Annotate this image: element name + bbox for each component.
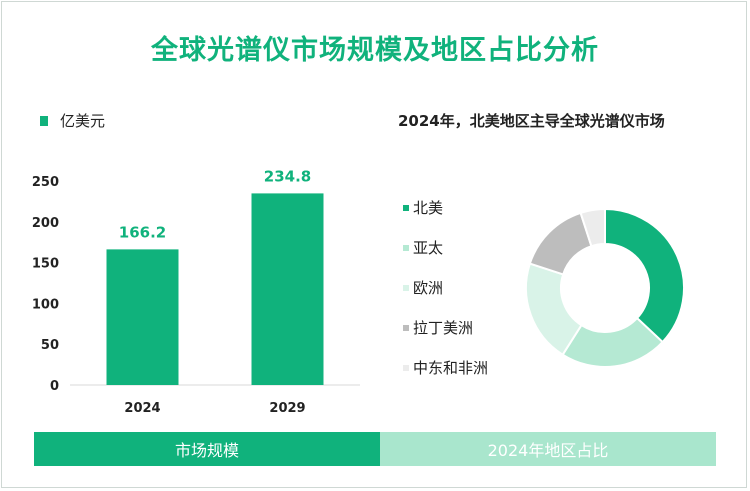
legend-item: 中东和非洲 — [403, 357, 488, 378]
legend-label: 欧洲 — [413, 279, 444, 297]
legend-item: 欧洲 — [403, 277, 443, 298]
legend-swatch — [403, 324, 409, 331]
unit-legend: 亿美元 — [40, 110, 105, 131]
legend-label: 亚太 — [413, 239, 444, 257]
footer-left-label: 市场规模 — [174, 441, 239, 460]
data-label-2024: 166.2 — [119, 223, 166, 241]
unit-label: 亿美元 — [60, 112, 106, 130]
data-label-2029: 234.8 — [264, 167, 311, 185]
legend-item: 北美 — [403, 197, 443, 218]
legend-item: 拉丁美洲 — [403, 317, 473, 338]
footer-right-label: 2024年地区占比 — [487, 441, 609, 460]
y-tick-label: 100 — [32, 297, 59, 312]
legend-swatch — [403, 204, 409, 211]
unit-swatch — [40, 115, 48, 126]
y-tick-label: 200 — [32, 216, 59, 231]
bar-2024 — [106, 249, 179, 385]
x-tick-label-2029: 2029 — [269, 401, 305, 416]
donut-slice-3 — [528, 211, 593, 276]
y-tick-label: 250 — [32, 175, 59, 190]
legend-swatch — [403, 364, 409, 371]
legend-label: 北美 — [413, 199, 444, 217]
donut-slice-4 — [579, 207, 606, 248]
bar-2029 — [251, 193, 324, 385]
y-tick-label: 150 — [32, 257, 59, 272]
pie-chart-title: 2024年，北美地区主导全球光谱仪市场 — [398, 112, 665, 130]
y-tick-label: 0 — [50, 379, 59, 394]
footer-tab-region-share: 2024年地区占比 — [380, 432, 716, 466]
legend-swatch — [403, 284, 409, 291]
legend-label: 拉丁美洲 — [413, 319, 474, 337]
footer-tab-market-size: 市场规模 — [34, 432, 380, 466]
page-title: 全球光谱仪市场规模及地区占比分析 — [151, 35, 599, 66]
y-tick-label: 50 — [41, 338, 59, 353]
legend-swatch — [403, 244, 409, 251]
donut-slice-0 — [604, 207, 685, 344]
legend-label: 中东和非洲 — [413, 359, 489, 377]
legend-item: 亚太 — [403, 237, 443, 258]
x-tick-label-2024: 2024 — [124, 401, 160, 416]
